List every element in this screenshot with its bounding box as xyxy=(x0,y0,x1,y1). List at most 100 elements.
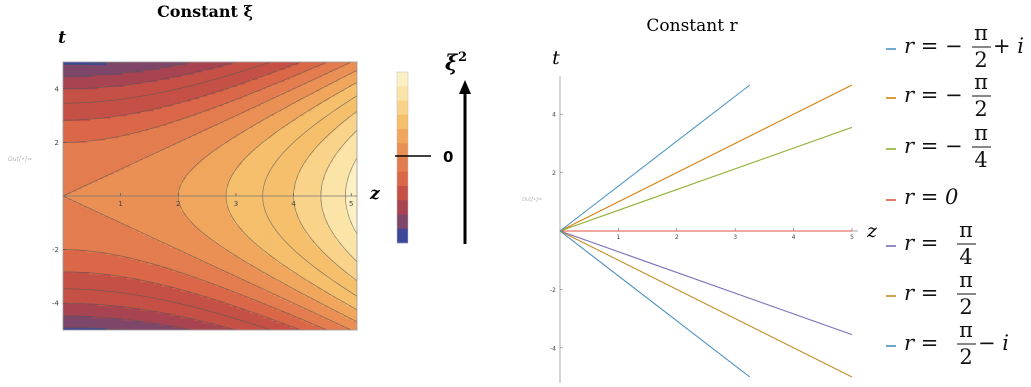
contour-cell xyxy=(79,96,83,100)
contour-cell xyxy=(97,137,102,141)
contour-cell xyxy=(111,269,115,273)
contour-cell xyxy=(113,152,118,156)
contour-cell xyxy=(71,96,75,100)
contour-cell xyxy=(63,310,67,314)
contour-cell xyxy=(124,127,128,131)
contour-cell xyxy=(127,325,131,329)
contour-cell xyxy=(132,254,136,258)
contour-cell xyxy=(105,244,110,248)
contour-cell xyxy=(79,152,83,156)
contour-cell xyxy=(116,144,120,148)
contour-cell xyxy=(111,213,115,217)
contour-cell xyxy=(89,298,93,302)
contour-cell xyxy=(92,120,96,124)
contour-cell xyxy=(97,273,102,277)
contour-cell xyxy=(65,118,69,122)
contour-cell xyxy=(132,100,136,105)
contour-cell xyxy=(92,193,96,197)
contour-cell xyxy=(65,288,69,292)
contour-cell xyxy=(113,66,118,70)
contour-cell xyxy=(113,288,118,292)
contour-cell xyxy=(111,135,115,139)
contour-cell xyxy=(108,76,112,80)
contour-cell xyxy=(76,181,80,185)
contour-cell xyxy=(71,174,75,178)
contour-cell xyxy=(79,325,83,329)
contour-cell xyxy=(119,276,123,280)
contour-cell xyxy=(71,76,75,80)
contour-cell xyxy=(84,161,88,165)
contour-cell xyxy=(100,239,104,243)
contour-cell xyxy=(116,118,120,122)
contour-cell xyxy=(95,96,99,100)
contour-cell xyxy=(84,205,88,209)
contour-cell xyxy=(95,91,99,95)
contour-cell xyxy=(76,159,80,163)
contour-cell xyxy=(65,79,69,83)
contour-cell xyxy=(68,110,72,114)
contour-cell xyxy=(84,286,88,290)
contour-cell xyxy=(105,193,110,197)
contour-cell xyxy=(132,295,136,299)
contour-cell xyxy=(132,213,136,217)
contour-cell xyxy=(68,105,72,109)
contour-cell xyxy=(84,196,88,200)
contour-cell xyxy=(135,193,139,197)
contour-cell xyxy=(65,208,69,212)
contour-cell xyxy=(89,286,93,290)
contour-cell xyxy=(108,130,112,134)
contour-cell xyxy=(73,152,77,156)
contour-cell xyxy=(84,225,88,229)
contour-cell xyxy=(116,186,120,190)
contour-cell xyxy=(89,135,93,139)
contour-cell xyxy=(71,181,75,185)
contour-cell xyxy=(105,191,110,195)
contour-cell xyxy=(95,122,99,126)
contour-cell xyxy=(135,283,139,287)
contour-cell xyxy=(100,110,104,114)
contour-cell xyxy=(111,249,115,253)
contour-cell xyxy=(73,295,77,299)
contour-cell xyxy=(105,264,110,268)
contour-cell xyxy=(105,164,110,168)
contour-cell xyxy=(95,244,99,248)
contour-cell xyxy=(137,220,142,224)
contour-cell xyxy=(95,174,99,178)
contour-cell xyxy=(95,157,99,161)
contour-cell xyxy=(92,213,96,217)
contour-cell xyxy=(79,103,83,107)
contour-cell xyxy=(68,286,72,290)
contour-cell xyxy=(65,66,69,70)
contour-cell xyxy=(63,88,67,92)
contour-cell xyxy=(97,178,102,182)
contour-cell xyxy=(113,113,118,117)
contour-cell xyxy=(135,232,139,236)
contour-cell xyxy=(135,88,139,92)
contour-cell xyxy=(92,118,96,122)
contour-cell xyxy=(135,312,139,316)
contour-cell xyxy=(92,200,96,204)
contour-cell xyxy=(127,266,131,270)
contour-cell xyxy=(105,81,110,85)
contour-cell xyxy=(135,120,139,124)
contour-cell xyxy=(84,266,88,270)
contour-cell xyxy=(105,86,110,90)
contour-cell xyxy=(113,74,118,78)
contour-cell xyxy=(97,64,102,68)
contour-cell xyxy=(79,239,83,243)
contour-cell xyxy=(116,234,120,239)
contour-cell xyxy=(92,79,96,83)
contour-cell xyxy=(79,234,83,239)
contour-cell xyxy=(71,130,75,134)
contour-cell xyxy=(105,210,110,214)
contour-cell xyxy=(92,278,96,282)
contour-cell xyxy=(100,93,104,97)
contour-cell xyxy=(108,152,112,156)
contour-cell xyxy=(113,327,118,330)
contour-cell xyxy=(108,149,112,153)
contour-cell xyxy=(63,254,67,258)
contour-cell xyxy=(124,227,128,231)
contour-cell xyxy=(71,315,75,319)
contour-cell xyxy=(121,154,126,158)
contour-cell xyxy=(81,237,85,241)
